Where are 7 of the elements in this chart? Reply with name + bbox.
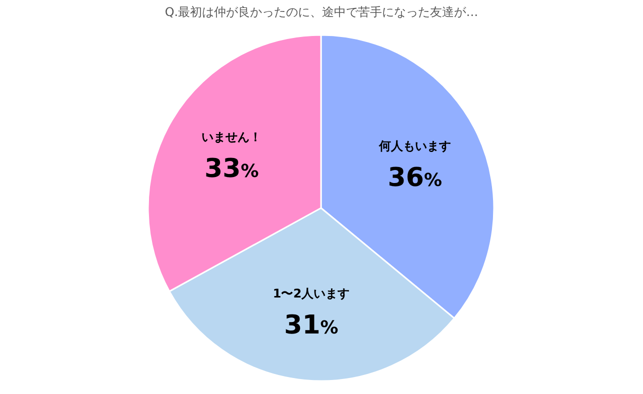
slice-label: いません！ [202, 130, 262, 144]
chart-title: Q.最初は仲が良かったのに、途中で苦手になった友達が… [164, 5, 478, 19]
data-label: 31% [284, 310, 338, 340]
slice-label: 1〜2人います [272, 286, 350, 300]
slice-label: 何人もいます [378, 138, 451, 153]
data-label: 33% [204, 154, 259, 184]
data-label: 36% [388, 162, 442, 193]
